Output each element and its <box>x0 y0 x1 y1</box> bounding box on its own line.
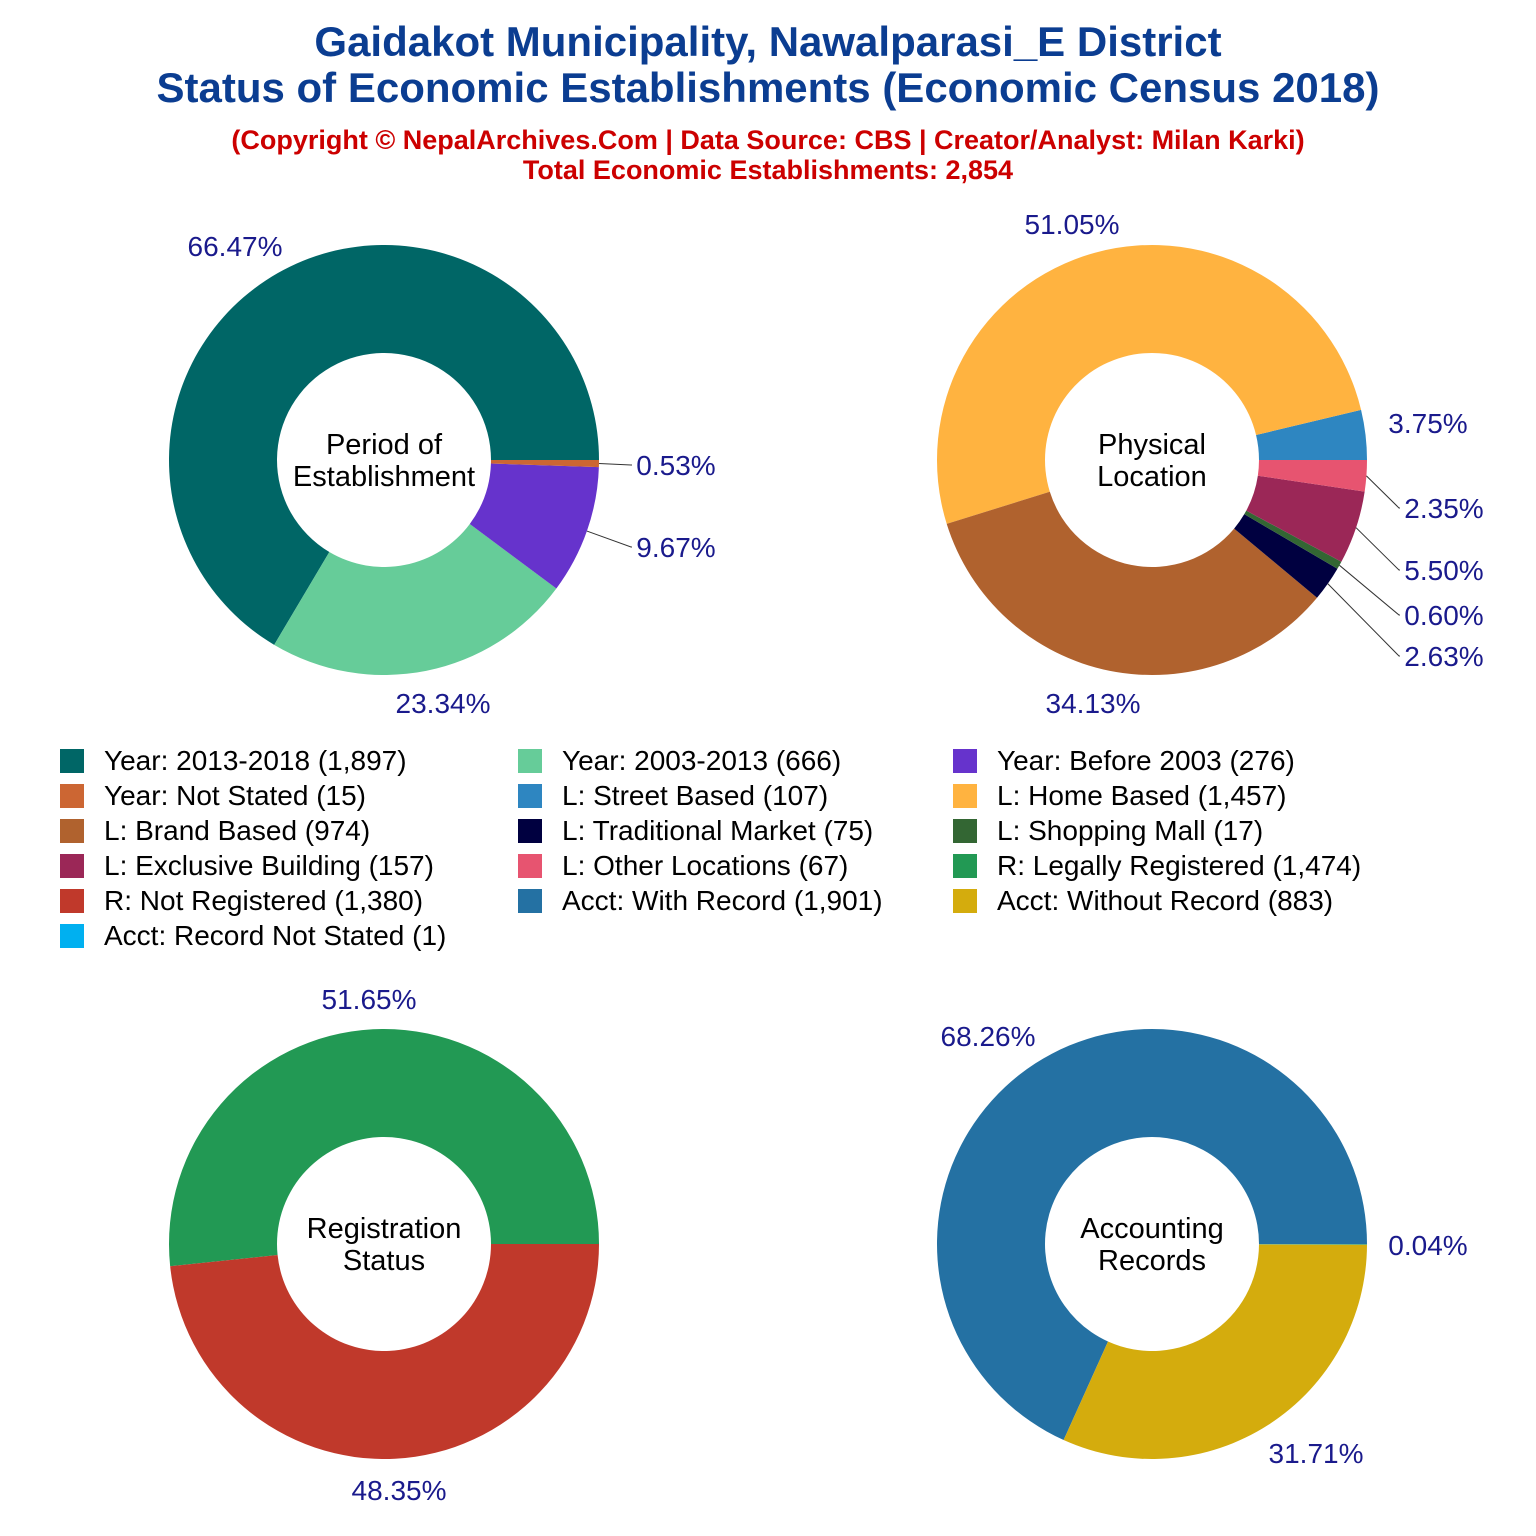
percent-label: 51.65% <box>322 984 417 1015</box>
total-text: Total Economic Establishments: 2,854 <box>522 155 1014 185</box>
donut-slice <box>169 1029 600 1267</box>
donut-slice <box>1234 514 1338 598</box>
percent-label: 2.63% <box>1404 641 1483 672</box>
legend-swatch <box>953 888 977 913</box>
percent-label: 9.67% <box>636 532 715 563</box>
donut-slice <box>1246 475 1365 562</box>
legend-swatch <box>60 818 84 843</box>
legend-label: R: Not Registered (1,380) <box>104 884 424 916</box>
center-label: Location <box>1097 461 1207 493</box>
donut-slice <box>946 491 1318 675</box>
title-line-1: Gaidakot Municipality, Nawalparasi_E Dis… <box>314 18 1222 65</box>
leader-line <box>1355 527 1400 571</box>
legend-label: L: Brand Based (974) <box>104 814 371 846</box>
legend-swatch <box>60 748 84 773</box>
legend-swatch <box>953 783 977 808</box>
donut-slice <box>936 1029 1367 1440</box>
leader-line <box>586 530 632 548</box>
legend-item: L: Other Locations (67) <box>518 848 848 883</box>
legend-item: Year: Not Stated (15) <box>60 778 366 813</box>
percent-label: 0.53% <box>636 450 715 481</box>
percent-label: 68.26% <box>941 1021 1036 1052</box>
legend-item: Acct: Record Not Stated (1) <box>60 918 446 953</box>
legend-label: L: Street Based (107) <box>562 779 829 811</box>
legend-swatch <box>953 748 977 773</box>
donut-slice <box>1257 460 1367 492</box>
percent-label: 66.47% <box>188 231 283 262</box>
legend-swatch <box>953 853 977 878</box>
legend-label: L: Shopping Mall (17) <box>997 814 1264 846</box>
legend-label: R: Legally Registered (1,474) <box>997 849 1362 881</box>
percent-label: 34.13% <box>1046 688 1141 719</box>
legend-label: Year: 2003-2013 (666) <box>562 744 842 776</box>
legend-item: Year: Before 2003 (276) <box>953 743 1295 778</box>
leader-line <box>1366 475 1400 509</box>
percent-label: 31.71% <box>1269 1438 1364 1469</box>
legend-label: Year: Not Stated (15) <box>104 779 367 811</box>
donut-slice <box>274 523 557 675</box>
legend-swatch <box>518 818 542 843</box>
legend-label: Year: Before 2003 (276) <box>997 744 1295 776</box>
center-label: Accounting <box>1080 1213 1224 1245</box>
percent-label: 2.35% <box>1404 493 1483 524</box>
percent-label: 3.75% <box>1388 408 1467 439</box>
percent-label: 5.50% <box>1404 555 1483 586</box>
percent-label: 48.35% <box>352 1475 447 1506</box>
center-label: Registration <box>307 1213 462 1245</box>
percent-label: 0.04% <box>1388 1230 1467 1261</box>
legend-label: L: Traditional Market (75) <box>562 814 874 846</box>
copyright-text: (Copyright © NepalArchives.Com | Data So… <box>231 125 1305 155</box>
legend-label: L: Exclusive Building (157) <box>104 849 434 881</box>
percent-label: 0.60% <box>1404 600 1483 631</box>
leader-line <box>1339 564 1400 616</box>
title-line-2: Status of Economic Establishments (Econo… <box>156 64 1380 111</box>
center-label: Physical <box>1098 429 1206 461</box>
legend-item: Year: 2003-2013 (666) <box>518 743 841 778</box>
legend-swatch <box>60 783 84 808</box>
legend-item: L: Home Based (1,457) <box>953 778 1287 813</box>
legend-swatch <box>518 748 542 773</box>
legend-item: R: Not Registered (1,380) <box>60 883 423 918</box>
donut-slice <box>1063 1244 1367 1459</box>
center-label: Status <box>343 1245 425 1277</box>
legend-label: Acct: With Record (1,901) <box>562 884 883 916</box>
donut-slice <box>469 463 599 589</box>
legend-item: Acct: With Record (1,901) <box>518 883 883 918</box>
donut-slice <box>169 245 599 645</box>
donut-slice <box>170 1244 600 1460</box>
donut-slice <box>936 244 1362 524</box>
donut-slice <box>1256 409 1367 460</box>
legend-label: Year: 2013-2018 (1,897) <box>104 744 407 776</box>
legend-item: R: Legally Registered (1,474) <box>953 848 1361 883</box>
legend-swatch <box>518 783 542 808</box>
legend-item: L: Traditional Market (75) <box>518 813 873 848</box>
legend-item: Year: 2013-2018 (1,897) <box>60 743 407 778</box>
legend-label: Acct: Without Record (883) <box>997 884 1334 916</box>
legend-swatch <box>60 888 84 913</box>
legend-label: Acct: Record Not Stated (1) <box>104 919 447 951</box>
percent-label: 51.05% <box>1025 209 1120 240</box>
legend-label: L: Home Based (1,457) <box>997 779 1287 811</box>
center-label: Period of <box>326 429 443 461</box>
legend-item: L: Shopping Mall (17) <box>953 813 1263 848</box>
legend-item: L: Brand Based (974) <box>60 813 370 848</box>
center-label: Records <box>1098 1245 1206 1277</box>
center-label: Establishment <box>293 461 475 493</box>
legend-swatch <box>518 888 542 913</box>
donut-slice <box>1244 510 1342 569</box>
legend-swatch <box>60 923 84 948</box>
legend-label: L: Other Locations (67) <box>562 849 849 881</box>
legend-swatch <box>60 853 84 878</box>
legend-item: Acct: Without Record (883) <box>953 883 1333 918</box>
legend-swatch <box>518 853 542 878</box>
percent-label: 23.34% <box>396 688 491 719</box>
legend-item: L: Street Based (107) <box>518 778 828 813</box>
legend-swatch <box>953 818 977 843</box>
donut-slice <box>490 460 599 468</box>
legend-item: L: Exclusive Building (157) <box>60 848 434 883</box>
leader-line <box>598 463 632 466</box>
leader-line <box>1327 583 1400 657</box>
